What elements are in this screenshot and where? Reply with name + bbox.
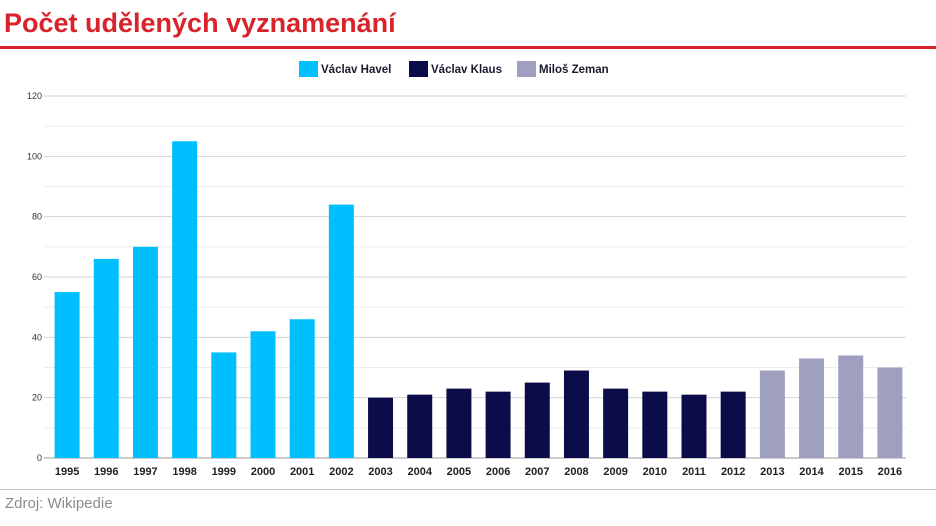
bars [54,141,903,458]
bar-2010 [642,391,668,458]
legend: Václav Havel Václav Klaus Miloš Zeman [299,61,609,77]
bar-2003 [368,397,394,458]
bar-2014 [799,358,825,458]
page-title: Počet udělených vyznamenání [4,8,396,38]
bar-2001 [289,319,315,458]
x-tick-label: 2013 [760,466,784,478]
y-tick-label: 0 [37,453,42,463]
legend-label: Václav Klaus [431,64,502,76]
y-tick-label: 40 [32,332,42,342]
x-tick-label: 2009 [603,466,627,478]
bar-2002 [328,204,354,458]
x-axis-ticks: 1995 1996 1997 1998 1999 2000 2001 2002 2003 2004… [55,466,902,478]
bar-2011 [681,394,707,458]
x-tick-label: 2003 [368,466,392,478]
bar-chart: Václav Havel Václav Klaus Miloš Zeman 0 20 4… [27,61,906,478]
x-tick-label: 1998 [172,466,196,478]
x-tick-label: 2014 [799,466,824,478]
y-tick-label: 80 [32,212,42,222]
x-tick-label: 2010 [643,466,667,478]
source-note: Zdroj: Wikipedie [5,495,113,512]
x-tick-label: 2011 [682,466,706,478]
bar-1999 [211,352,237,458]
x-tick-label: 2012 [721,466,745,478]
legend-swatch [299,61,318,77]
bar-2004 [407,394,433,458]
x-tick-label: 2006 [486,466,510,478]
bar-2013 [759,370,785,458]
bar-2008 [563,370,589,458]
x-tick-label: 1995 [55,466,79,478]
legend-label: Václav Havel [321,64,391,76]
legend-swatch [409,61,428,77]
x-tick-label: 2004 [407,466,432,478]
legend-swatch [517,61,536,77]
x-tick-label: 2002 [329,466,353,478]
bar-2009 [603,388,629,458]
title-divider [0,46,936,49]
bar-2000 [250,331,276,458]
bar-2007 [524,382,550,458]
x-tick-label: 2015 [838,466,862,478]
legend-label: Miloš Zeman [539,64,609,76]
x-tick-label: 1997 [133,466,157,478]
bar-2005 [446,388,472,458]
x-tick-label: 2008 [564,466,588,478]
bar-1995 [54,292,80,458]
y-tick-label: 60 [32,272,42,282]
x-tick-label: 2001 [290,466,314,478]
y-tick-label: 100 [27,151,42,161]
x-tick-label: 1996 [94,466,118,478]
bar-2016 [877,367,903,458]
bar-1998 [172,141,198,458]
bar-2015 [838,355,864,458]
x-tick-label: 2000 [251,466,275,478]
y-axis-ticks: 0 20 40 60 80 100 120 [27,91,42,463]
footer-divider [0,489,936,490]
x-tick-label: 2007 [525,466,549,478]
y-tick-label: 120 [27,91,42,101]
bar-2006 [485,391,511,458]
bar-1997 [132,246,158,458]
bar-2012 [720,391,746,458]
x-tick-label: 2005 [447,466,471,478]
x-tick-label: 1999 [212,466,236,478]
x-tick-label: 2016 [878,466,902,478]
bar-1996 [93,258,119,458]
y-tick-label: 20 [32,393,42,403]
